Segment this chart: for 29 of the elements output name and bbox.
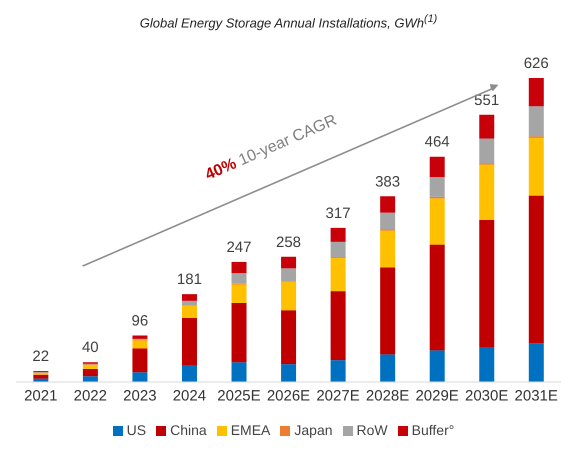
legend-label: US — [126, 422, 146, 438]
annotation: 317 — [326, 204, 351, 222]
annotation: 22 — [32, 348, 50, 366]
x-tick-label: 2027E — [316, 388, 360, 405]
x-tick-label: 2030E — [464, 388, 508, 405]
annotation: 551 — [474, 92, 500, 109]
annotation: 383 — [375, 173, 400, 190]
annotation: 626 — [524, 55, 549, 72]
legend-label: RoW — [356, 422, 388, 438]
annotation: 96 — [132, 312, 148, 330]
annotation: 247 — [226, 238, 252, 256]
legend-label: China — [170, 422, 207, 438]
chart-title: Global Energy Storage Annual Installations, GWh$^{(1)}$ — [138, 12, 438, 32]
x-tick-label: 2023 — [123, 388, 157, 405]
x-tick-label: 2029E — [415, 388, 459, 405]
x-tick-label: 2028E — [366, 388, 410, 405]
x-tick-label: 2024 — [172, 388, 206, 405]
x-tick-label: 2021 — [24, 388, 58, 405]
x-tick-label: 2031E — [514, 388, 558, 405]
x-tick-label: 2026E — [266, 388, 310, 405]
legend-label: Buffer° — [412, 422, 454, 438]
annotation: 258 — [276, 234, 302, 251]
annotation: 464 — [424, 134, 450, 151]
legend-label: Japan — [294, 422, 333, 438]
legend-label: EMEA — [230, 422, 270, 438]
annotation: 181 — [176, 271, 202, 288]
annotation: 40 — [82, 339, 99, 356]
x-tick-label: 2022 — [74, 388, 108, 405]
x-tick-label: 2025E — [217, 388, 261, 405]
